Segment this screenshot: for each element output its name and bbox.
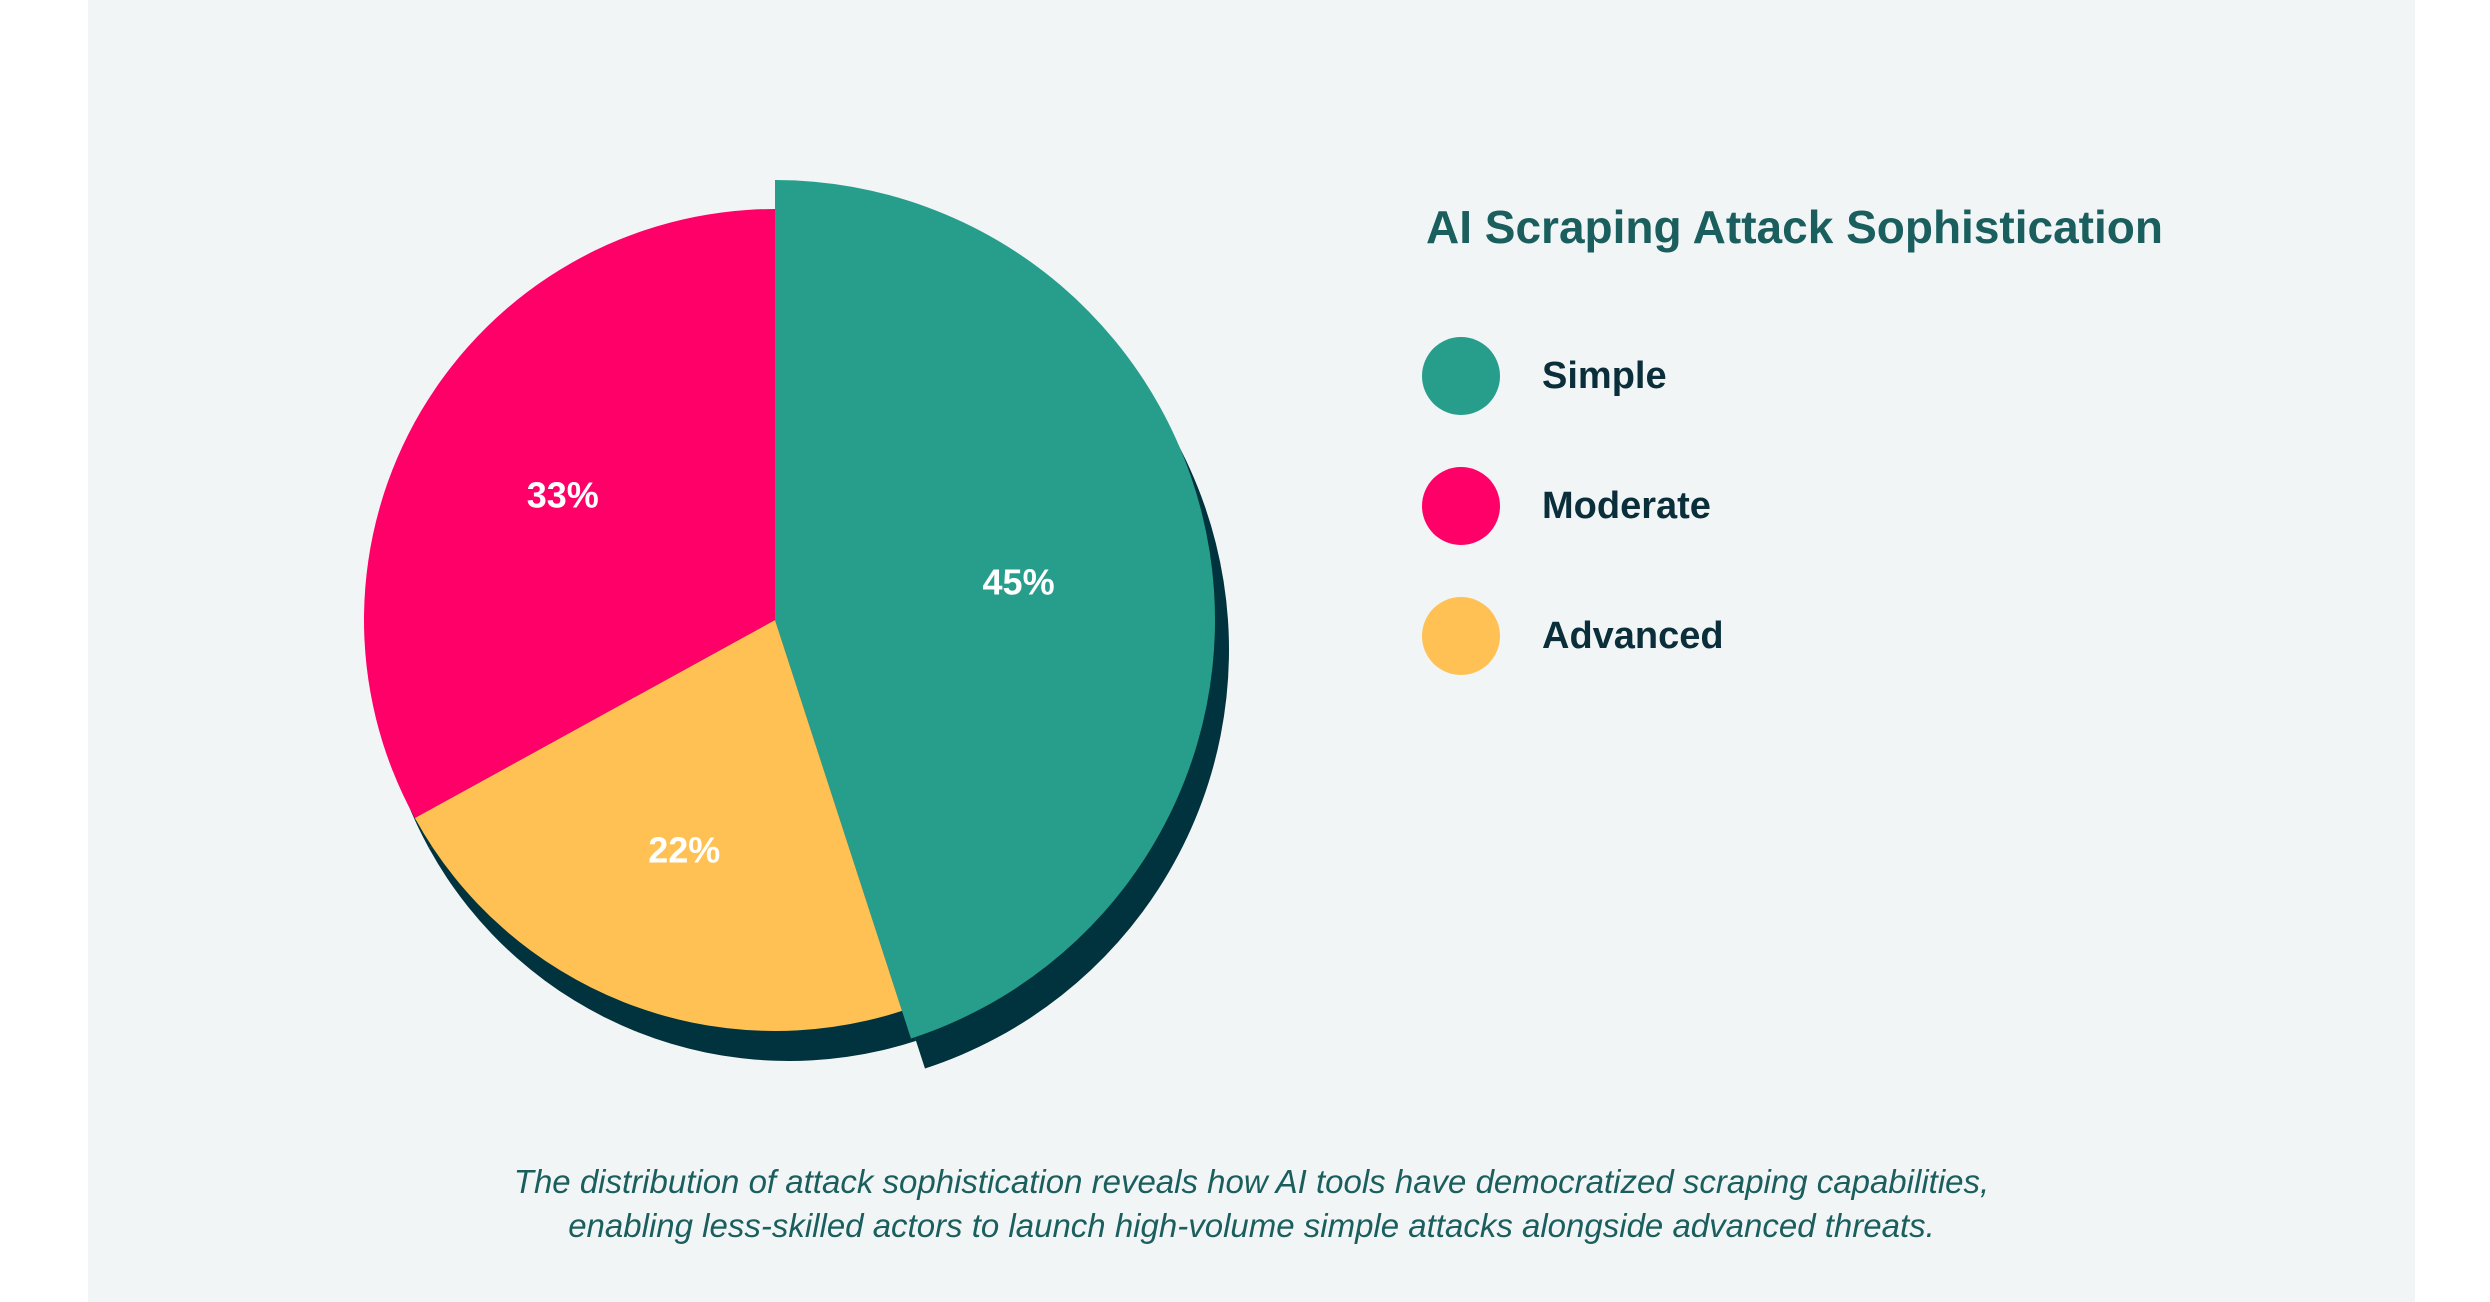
caption-line-2: enabling less-skilled actors to launch h… bbox=[568, 1207, 1935, 1244]
legend-item-advanced[interactable]: Advanced bbox=[1422, 597, 1724, 675]
slice-label-simple: 45% bbox=[983, 561, 1055, 602]
legend-swatch-moderate bbox=[1422, 467, 1500, 545]
pie-slice-moderate[interactable] bbox=[363, 209, 775, 819]
pie-slice-advanced[interactable] bbox=[414, 620, 903, 1031]
legend-item-simple[interactable]: Simple bbox=[1422, 337, 1667, 415]
slice-label-advanced: 22% bbox=[648, 829, 720, 870]
pie-slice-simple[interactable] bbox=[775, 180, 1215, 1039]
slice-label-moderate: 33% bbox=[527, 474, 599, 515]
legend-item-moderate[interactable]: Moderate bbox=[1422, 467, 1711, 545]
legend-label: Simple bbox=[1542, 354, 1667, 397]
legend-label: Advanced bbox=[1542, 614, 1724, 657]
legend-label: Moderate bbox=[1542, 484, 1711, 527]
chart-title: AI Scraping Attack Sophistication bbox=[1426, 201, 2163, 253]
chart-caption: The distribution of attack sophisticatio… bbox=[88, 1160, 2415, 1248]
legend-swatch-simple bbox=[1422, 337, 1500, 415]
caption-line-1: The distribution of attack sophisticatio… bbox=[513, 1163, 1990, 1200]
legend-swatch-advanced bbox=[1422, 597, 1500, 675]
